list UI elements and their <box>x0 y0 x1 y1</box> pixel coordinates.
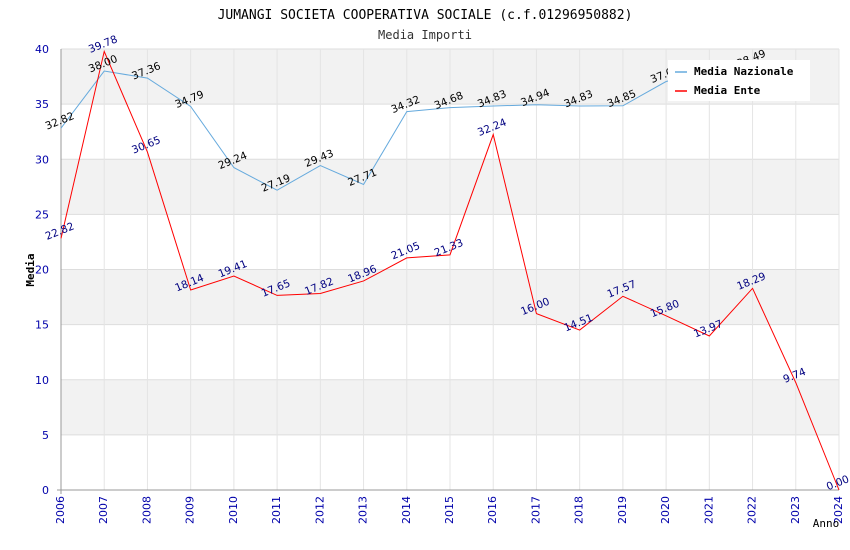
x-tick-label: 2011 <box>270 496 283 524</box>
chart-title: JUMANGI SOCIETA COOPERATIVA SOCIALE (c.f… <box>218 8 633 23</box>
y-tick-label: 10 <box>35 374 49 387</box>
data-label: 32.24 <box>476 116 509 139</box>
y-tick-label: 5 <box>42 429 49 442</box>
x-tick-label: 2021 <box>702 496 715 524</box>
chart-subtitle: Media Importi <box>378 28 472 42</box>
series-line-ente <box>60 49 840 491</box>
y-tick-label: 30 <box>35 153 49 166</box>
series-lines <box>60 49 840 491</box>
x-tick-label: 2009 <box>184 496 197 524</box>
legend-box <box>668 60 810 101</box>
y-tick-label: 35 <box>35 98 49 111</box>
legend: Media Nazionale Media Ente <box>668 60 810 101</box>
x-tick-label: 2023 <box>789 496 802 524</box>
x-tick-label: 2024 <box>832 496 845 524</box>
x-tick-label: 2012 <box>313 496 326 524</box>
x-tick-label: 2010 <box>227 496 240 524</box>
data-label: 32.82 <box>44 110 76 132</box>
y-tick-label: 0 <box>42 484 49 497</box>
y-tick-labels: 0 5 10 15 20 25 30 35 40 <box>35 43 49 497</box>
y-tick-label: 20 <box>35 264 49 277</box>
x-tick-label: 2022 <box>746 496 759 524</box>
x-tick-label: 2020 <box>659 496 672 524</box>
x-tick-label: 2019 <box>616 496 629 524</box>
data-label: 30.65 <box>130 134 162 156</box>
x-tick-labels: 2006 2007 2008 2009 2010 2011 2012 2013 2014 2015… <box>54 496 845 524</box>
axes <box>57 49 839 494</box>
data-label: 21.33 <box>433 237 465 259</box>
series-line-nazionale <box>60 65 753 191</box>
y-axis-title: Media <box>24 253 37 286</box>
y-tick-label: 40 <box>35 43 49 56</box>
x-tick-label: 2013 <box>357 496 370 524</box>
x-tick-label: 2017 <box>529 496 542 524</box>
x-tick-label: 2014 <box>400 496 413 524</box>
legend-label-nazionale: Media Nazionale <box>694 65 794 78</box>
x-tick-label: 2008 <box>140 496 153 524</box>
x-tick-label: 2018 <box>573 496 586 524</box>
y-tick-label: 15 <box>35 319 49 332</box>
y-tick-label: 25 <box>35 208 49 221</box>
x-tick-label: 2015 <box>443 496 456 524</box>
x-tick-label: 2016 <box>486 496 499 524</box>
legend-label-ente: Media Ente <box>694 84 761 97</box>
x-tick-label: 2006 <box>54 496 67 524</box>
x-tick-label: 2007 <box>97 496 110 524</box>
x-axis-title: Anno <box>813 517 840 530</box>
data-label: 22.82 <box>44 220 76 242</box>
